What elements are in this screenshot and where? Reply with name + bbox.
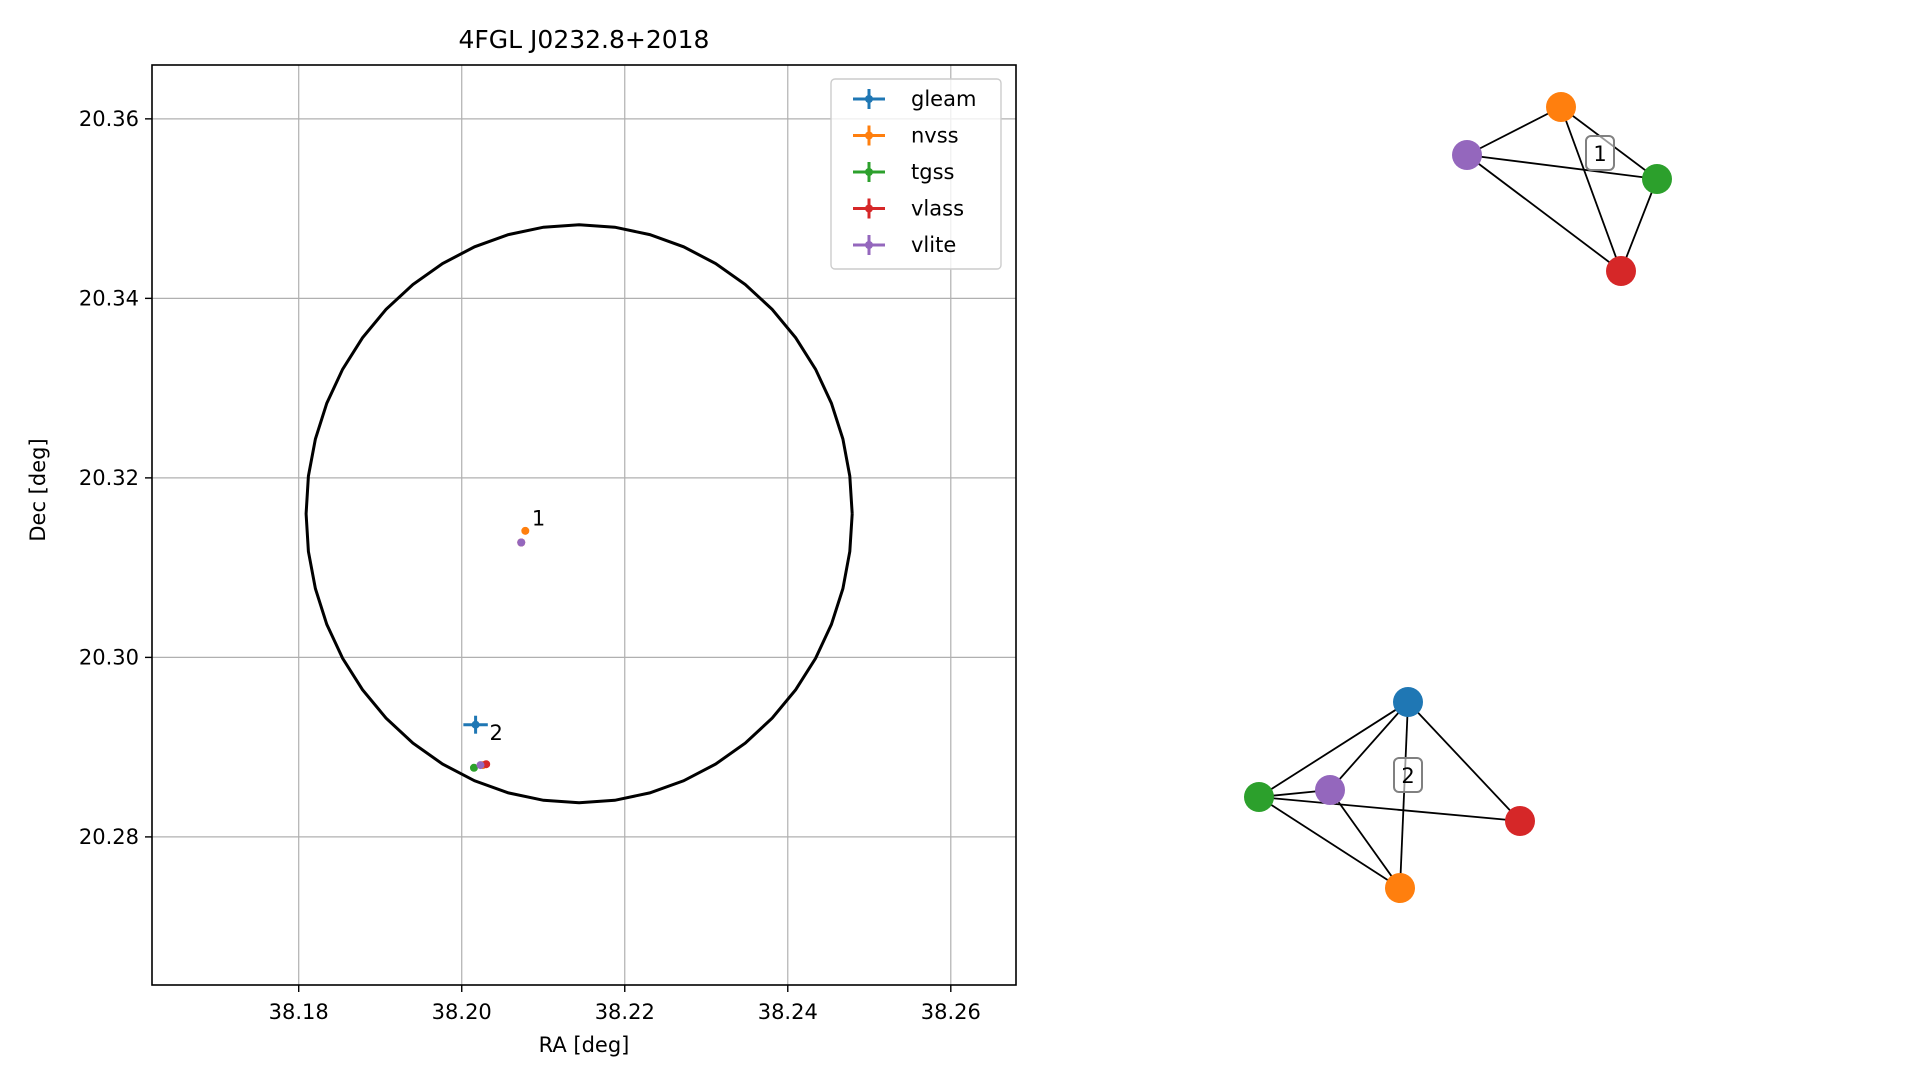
y-tick-label: 20.32 [79, 466, 139, 490]
x-tick-label: 38.18 [269, 1000, 329, 1024]
edge-gleam-tgss [1258, 701, 1409, 798]
legend-item-gleam: gleam [853, 87, 976, 111]
ellipse-layer [304, 223, 854, 805]
edge-gleam-vlite [1329, 701, 1409, 791]
node-gleam [1393, 687, 1423, 717]
node-vlass [1505, 806, 1535, 836]
edge-tgss-vlass [1258, 796, 1521, 822]
legend-frame [830, 78, 1002, 270]
legend-item-vlite: vlite [853, 233, 956, 257]
legend-item-tgss: tgss [853, 160, 954, 184]
marker [521, 526, 530, 535]
node-vlass [1606, 256, 1636, 286]
x-tick-label: 38.26 [921, 1000, 981, 1024]
group-label-box [1393, 757, 1423, 793]
network-group-2: 2 [1244, 687, 1535, 903]
legend-marker [865, 204, 873, 213]
y-axis-label: Dec [deg] [26, 438, 50, 541]
data-point-gleam [463, 715, 488, 734]
node-tgss [1642, 164, 1672, 194]
network-panel: 12 [1244, 92, 1672, 903]
y-tick-label: 20.30 [79, 645, 139, 669]
edge-nvss-vlass [1560, 106, 1622, 272]
marker [469, 763, 478, 772]
node-nvss [1385, 873, 1415, 903]
network-group-1: 1 [1452, 92, 1672, 286]
group-label: 1 [1593, 142, 1606, 166]
x-tick-label: 38.22 [595, 1000, 655, 1024]
edge-tgss-nvss [1258, 796, 1401, 889]
legend-label: vlass [911, 197, 964, 221]
edge-vlite-vlass [1466, 154, 1622, 272]
group-label-box [1585, 135, 1615, 171]
y-axis-ticks: 20.28 20.30 20.32 20.34 20.36 [79, 107, 152, 849]
legend-item-vlass: vlass [853, 197, 964, 221]
legend-label: gleam [911, 87, 976, 111]
annotations-layer: 12 [489, 506, 545, 745]
scatter-panel: 12 38.18 38.20 38.22 38.24 38.26 20.2820.302… [26, 25, 1017, 1057]
group-annotation: 2 [489, 721, 502, 745]
legend-marker [865, 131, 873, 140]
data-point-nvss [521, 526, 530, 535]
legend-label: nvss [911, 124, 959, 148]
marker [517, 538, 526, 547]
x-tick-label: 38.20 [432, 1000, 492, 1024]
y-tick-label: 20.28 [79, 825, 139, 849]
legend-marker [865, 241, 873, 249]
legend-marker [865, 95, 873, 103]
axes-frame [151, 64, 1017, 986]
group-label: 2 [1401, 764, 1414, 788]
legend-marker [865, 168, 873, 176]
legend-label: tgss [911, 160, 954, 184]
edge-vlite-nvss [1329, 789, 1401, 889]
chart-title: 4FGL J0232.8+2018 [459, 25, 710, 54]
x-tick-label: 38.24 [758, 1000, 818, 1024]
edge-gleam-vlass [1407, 701, 1521, 822]
legend: gleam nvss tgss vlass vlite [830, 78, 1002, 270]
node-vlite [1315, 775, 1345, 805]
x-axis-label: RA [deg] [539, 1033, 630, 1057]
node-nvss [1546, 92, 1576, 122]
error-ellipse [304, 223, 854, 805]
y-tick-label: 20.36 [79, 107, 139, 131]
marker [471, 720, 480, 729]
data-point-vlite [517, 538, 526, 547]
edge-gleam-nvss [1399, 701, 1409, 889]
legend-label: vlite [911, 233, 956, 257]
data-point-tgss [469, 763, 478, 772]
legend-item-nvss: nvss [853, 124, 959, 148]
x-axis-ticks: 38.18 38.20 38.22 38.24 38.26 [269, 985, 981, 1024]
y-tick-label: 20.34 [79, 286, 139, 310]
edge-vlite-tgss [1466, 154, 1658, 180]
node-vlite [1452, 140, 1482, 170]
node-tgss [1244, 782, 1274, 812]
group-annotation: 1 [532, 506, 545, 530]
points-layer [463, 526, 530, 772]
edge-tgss-vlass [1620, 178, 1658, 272]
edge-vlite-nvss [1466, 106, 1562, 156]
data-point-vlite [476, 761, 485, 770]
marker [476, 761, 485, 770]
